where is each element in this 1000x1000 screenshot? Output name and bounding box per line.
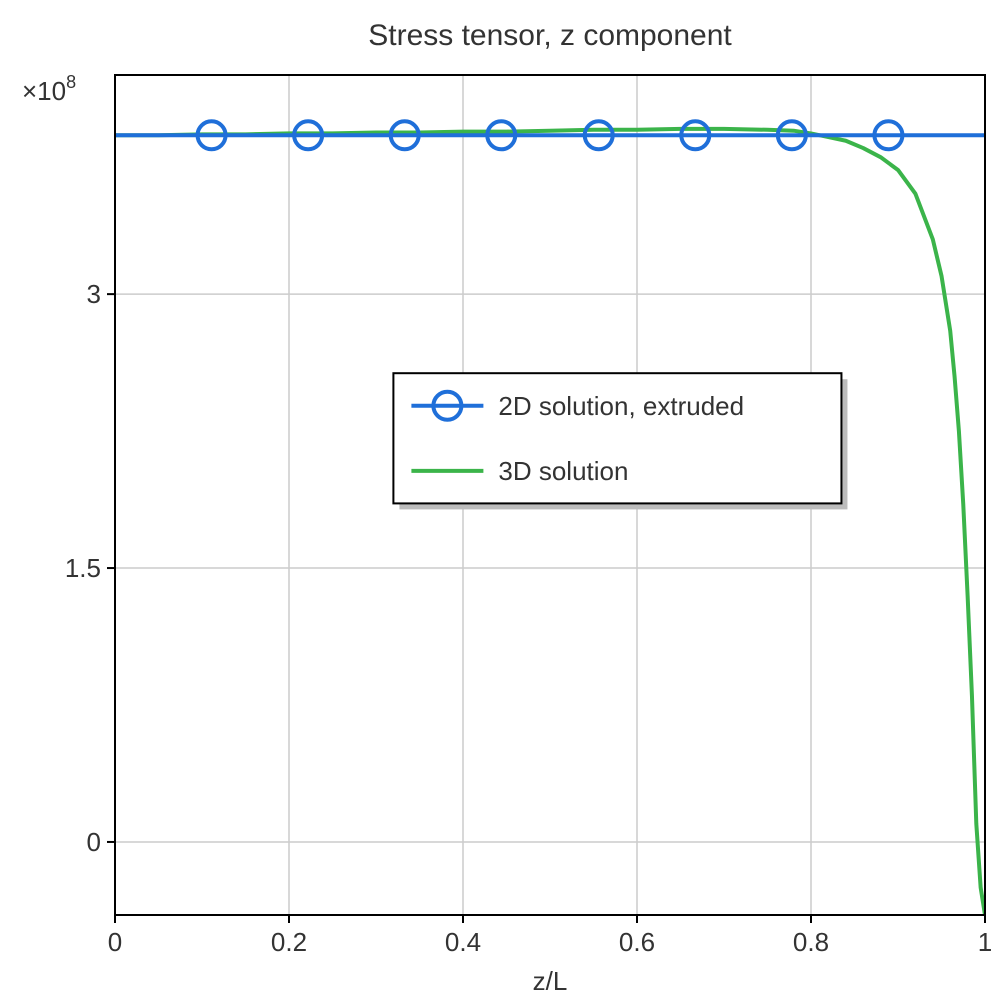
y-tick-label: 3	[87, 279, 101, 309]
y-tick-label: 0	[87, 827, 101, 857]
x-axis-label: z/L	[533, 966, 568, 996]
x-tick-label: 1	[978, 927, 992, 957]
x-tick-label: 0	[108, 927, 122, 957]
plot-area: 2D solution, extruded 3D solution	[115, 75, 985, 915]
x-tick-label: 0.8	[793, 927, 829, 957]
legend-label: 2D solution, extruded	[498, 391, 744, 421]
legend-label: 3D solution	[498, 456, 628, 486]
x-tick-label: 0.2	[271, 927, 307, 957]
chart-title: Stress tensor, z component	[368, 19, 732, 52]
legend: 2D solution, extruded 3D solution	[393, 373, 847, 509]
x-tick-label: 0.4	[445, 927, 481, 957]
stress-tensor-chart: Stress tensor, z component ×108 2D solut…	[0, 0, 1000, 1000]
x-tick-label: 0.6	[619, 927, 655, 957]
y-tick-label: 1.5	[65, 553, 101, 583]
